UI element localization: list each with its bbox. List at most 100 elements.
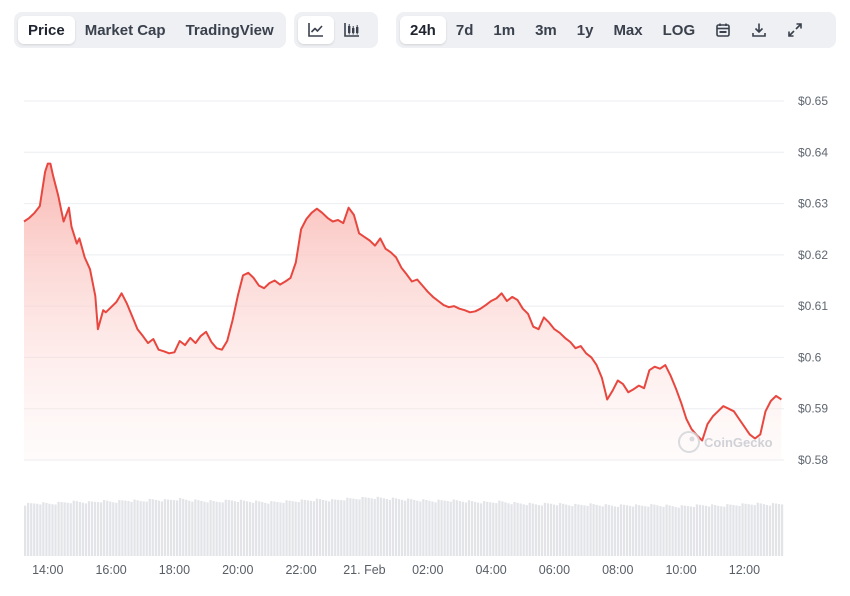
volume-bar (641, 505, 644, 556)
volume-bar (668, 505, 671, 556)
volume-bar (562, 503, 565, 556)
volume-bar (455, 500, 458, 556)
volume-bar (248, 502, 252, 556)
volume-bar (695, 504, 699, 556)
volume-bar (328, 501, 331, 556)
volume-bar (160, 501, 164, 556)
volume-bar (355, 499, 358, 556)
volume-bar (534, 504, 537, 556)
volume-bar (650, 504, 653, 556)
volume-bar (635, 504, 638, 556)
volume-bar (151, 499, 154, 556)
tab-price[interactable]: Price (18, 16, 75, 44)
volume-bar (291, 501, 294, 556)
volume-bar (139, 501, 142, 556)
price-line (23, 162, 782, 442)
volume-bar (729, 504, 732, 556)
volume-bar (309, 500, 312, 556)
download-button[interactable] (741, 16, 777, 44)
tab-1y[interactable]: 1y (576, 21, 594, 39)
volume-bar (382, 498, 385, 556)
y-axis-labels: $0.65 $0.64 $0.63 $0.62 $0.61 $0.6 $0.59 $0.58 (798, 94, 828, 467)
expand-icon (788, 23, 802, 37)
tab-24h[interactable]: 24h (400, 16, 446, 44)
price-area (24, 163, 782, 460)
candlestick-chart-icon (344, 23, 359, 37)
volume-bar (42, 502, 45, 556)
x-tick-label: 22:00 (285, 563, 316, 577)
volume-bar (206, 502, 209, 556)
volume-bar (51, 504, 54, 556)
volume-bar (106, 500, 109, 556)
volume-bar (565, 504, 568, 556)
tab-3m[interactable]: 3m (535, 21, 557, 39)
volume-bar (145, 501, 148, 556)
volume-bar (397, 499, 401, 556)
volume-bar (452, 499, 455, 556)
volume-bar (194, 499, 197, 556)
volume-bar (109, 501, 112, 556)
volume-bar (258, 501, 261, 556)
volume-bar (78, 501, 81, 556)
watermark-text: CoinGecko (704, 435, 773, 450)
volume-bar (589, 503, 592, 556)
volume-bar (464, 502, 468, 556)
volume-bar (300, 499, 303, 556)
volume-bar (72, 500, 75, 556)
volume-bar (714, 505, 717, 556)
volume-bar (492, 502, 495, 556)
tab-max[interactable]: Max (613, 21, 643, 39)
price-chart[interactable]: $0.65$0.64$0.63$0.62$0.61$0.6$0.59$0.58 … (0, 60, 850, 590)
volume-bar (30, 503, 33, 556)
tab-7d[interactable]: 7d (455, 21, 474, 39)
volume-bar (644, 506, 647, 556)
volume-bar (638, 505, 641, 556)
volume-bar (622, 504, 626, 556)
volume-bar (571, 506, 574, 556)
x-tick-label: 16:00 (95, 563, 126, 577)
y-tick-label: $0.61 (798, 299, 828, 313)
volume-bar (81, 502, 84, 556)
volume-bar (93, 501, 97, 556)
volume-bar (133, 499, 136, 556)
tab-log[interactable]: LOG (662, 21, 696, 39)
volume-bar (711, 504, 714, 556)
volume-bar (434, 502, 437, 556)
volume-bar (385, 499, 388, 556)
volume-bar (559, 503, 562, 556)
tab-market-cap[interactable]: Market Cap (84, 21, 166, 39)
volume-bar (489, 502, 492, 556)
x-tick-label: 08:00 (602, 563, 633, 577)
volume-bar (112, 502, 115, 556)
tab-1m[interactable]: 1m (493, 21, 516, 39)
volume-bar (24, 505, 27, 556)
volume-bar (704, 505, 708, 556)
volume-bar (224, 499, 227, 556)
expand-button[interactable] (777, 16, 813, 44)
volume-bar (437, 499, 440, 556)
volume-bar (218, 502, 221, 556)
volume-bar (413, 499, 416, 556)
volume-bar (604, 504, 607, 556)
volume-bar (331, 499, 334, 556)
line-chart-button[interactable] (298, 16, 334, 44)
tab-tradingview[interactable]: TradingView (185, 21, 274, 39)
volume-bar (87, 501, 91, 556)
volume-bar (473, 501, 477, 556)
x-tick-label: 10:00 (665, 563, 696, 577)
candlestick-chart-button[interactable] (334, 16, 370, 44)
volume-bar (388, 499, 392, 556)
volume-bar (677, 507, 680, 556)
volume-bar (200, 500, 203, 556)
volume-bar (215, 501, 218, 556)
volume-bar (595, 504, 598, 556)
volume-bar (172, 500, 176, 556)
volume-bar (583, 505, 586, 556)
volume-bar (674, 506, 677, 556)
volume-bar (546, 503, 550, 556)
volume-bar (619, 504, 623, 556)
volume-bar (543, 502, 547, 556)
volume-bar (203, 501, 206, 556)
volume-bar (680, 505, 683, 556)
calendar-button[interactable] (705, 16, 741, 44)
